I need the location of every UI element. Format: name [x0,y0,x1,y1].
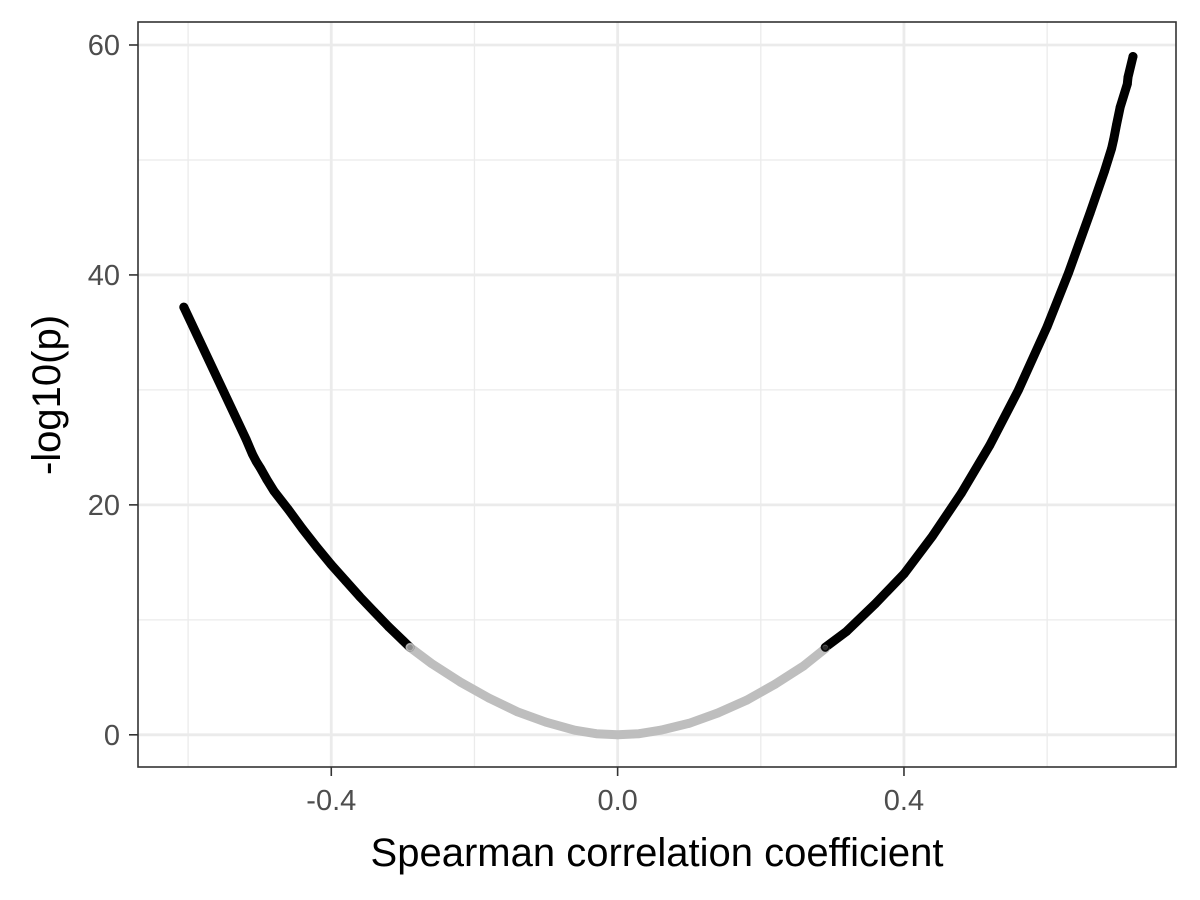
data-point [713,708,723,718]
y-tick-label: 0 [104,720,120,752]
data-point [541,717,551,727]
data-point [405,643,415,652]
data-point [985,440,995,450]
data-point [355,592,365,602]
panel-background [138,22,1176,767]
data-point [513,707,522,717]
data-point [634,729,644,739]
y-tick-label: 40 [88,260,120,292]
data-point [427,659,436,668]
y-axis-title: -log10(p) [25,315,69,475]
data-point [269,486,279,496]
data-point [799,661,809,671]
data-point [1014,385,1023,395]
data-point [656,725,665,735]
data-point [455,677,465,687]
x-tick-label: -0.4 [306,785,356,817]
data-point [591,729,601,739]
data-point [1042,322,1052,332]
data-point [241,434,251,444]
data-point [1123,72,1133,82]
data-point [570,725,580,735]
data-point [256,463,265,473]
data-point [820,643,830,652]
data-point [251,456,261,466]
x-tick-label: 0.4 [884,785,924,817]
panel-border [137,21,1177,768]
x-axis-title: Spearman correlation coefficient [371,831,944,875]
data-point [1122,79,1132,89]
data-point [298,524,308,534]
data-point [956,488,966,498]
data-point [1112,119,1121,129]
data-point [484,693,494,703]
data-point [1064,268,1074,278]
data-point [1115,102,1125,112]
data-point [684,718,694,728]
data-point [369,607,379,617]
data-point [770,679,780,689]
data-point [248,449,257,459]
data-point [179,302,189,312]
x-tick-label: 0.0 [597,785,637,817]
data-points [179,52,1138,740]
data-point [398,636,408,645]
y-tick-label: 60 [88,30,120,62]
data-point [742,695,751,705]
data-point [283,505,293,514]
data-point [326,560,336,570]
data-point [1109,134,1119,144]
axis-ticks: -0.4 0.0 0.4 0 20 40 60 [88,30,924,817]
data-point [1100,167,1109,176]
y-tick-label: 20 [88,490,120,522]
data-point [842,626,852,636]
data-point [928,531,938,541]
data-point [1128,52,1138,61]
data-point [613,730,623,740]
data-point [899,569,909,579]
data-point [1107,144,1116,153]
data-point [870,599,880,609]
data-point [262,475,272,484]
data-point [1085,208,1095,218]
data-point [384,622,393,632]
data-point [312,543,322,552]
data-point [341,576,350,586]
